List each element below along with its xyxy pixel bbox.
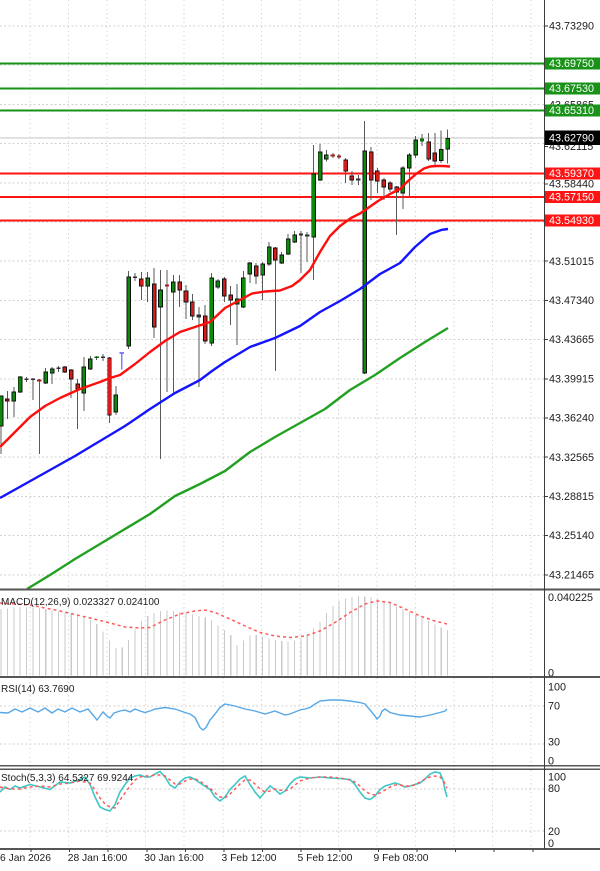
svg-text:43.69750: 43.69750: [549, 58, 594, 70]
svg-text:9 Feb 08:00: 9 Feb 08:00: [374, 853, 429, 864]
svg-text:43.28815: 43.28815: [549, 491, 594, 503]
svg-text:43.21465: 43.21465: [549, 569, 594, 581]
svg-text:0: 0: [548, 756, 554, 768]
svg-text:43.47340: 43.47340: [549, 295, 594, 307]
svg-text:70: 70: [548, 701, 560, 713]
svg-text:43.36240: 43.36240: [549, 413, 594, 425]
svg-text:28 Jan 16:00: 28 Jan 16:00: [68, 853, 128, 864]
svg-text:3 Feb 12:00: 3 Feb 12:00: [222, 853, 277, 864]
svg-text:43.39915: 43.39915: [549, 373, 594, 385]
svg-text:6 Jan 2026: 6 Jan 2026: [0, 853, 51, 864]
svg-text:43.57150: 43.57150: [549, 192, 594, 204]
svg-text:43.67530: 43.67530: [549, 83, 594, 95]
svg-text:43.73290: 43.73290: [549, 21, 594, 33]
svg-text:43.43665: 43.43665: [549, 334, 594, 346]
svg-text:30 Jan 16:00: 30 Jan 16:00: [144, 853, 204, 864]
svg-text:43.59370: 43.59370: [549, 168, 594, 180]
svg-text:20: 20: [548, 826, 560, 838]
svg-text:100: 100: [548, 682, 566, 694]
svg-text:RSI(14) 63.7690: RSI(14) 63.7690: [1, 684, 75, 695]
svg-text:43.25140: 43.25140: [549, 530, 594, 542]
svg-text:100: 100: [548, 772, 566, 784]
svg-text:43.51015: 43.51015: [549, 256, 594, 268]
svg-text:MACD(12,26,9) 0.023327 0.02410: MACD(12,26,9) 0.023327 0.024100: [1, 597, 160, 608]
svg-text:30: 30: [548, 737, 560, 749]
svg-text:43.32565: 43.32565: [549, 452, 594, 464]
svg-text:0: 0: [548, 838, 554, 850]
svg-text:43.54930: 43.54930: [549, 215, 594, 227]
svg-text:43.58440: 43.58440: [549, 179, 594, 191]
svg-text:Stoch(5,3,3) 64.5327 69.9244: Stoch(5,3,3) 64.5327 69.9244: [1, 773, 134, 784]
svg-text:0.040225: 0.040225: [548, 592, 593, 604]
svg-text:0: 0: [548, 668, 554, 680]
svg-text:5 Feb 12:00: 5 Feb 12:00: [298, 853, 353, 864]
svg-text:80: 80: [548, 783, 560, 795]
svg-text:43.62790: 43.62790: [549, 132, 594, 144]
svg-text:43.65310: 43.65310: [549, 105, 594, 117]
